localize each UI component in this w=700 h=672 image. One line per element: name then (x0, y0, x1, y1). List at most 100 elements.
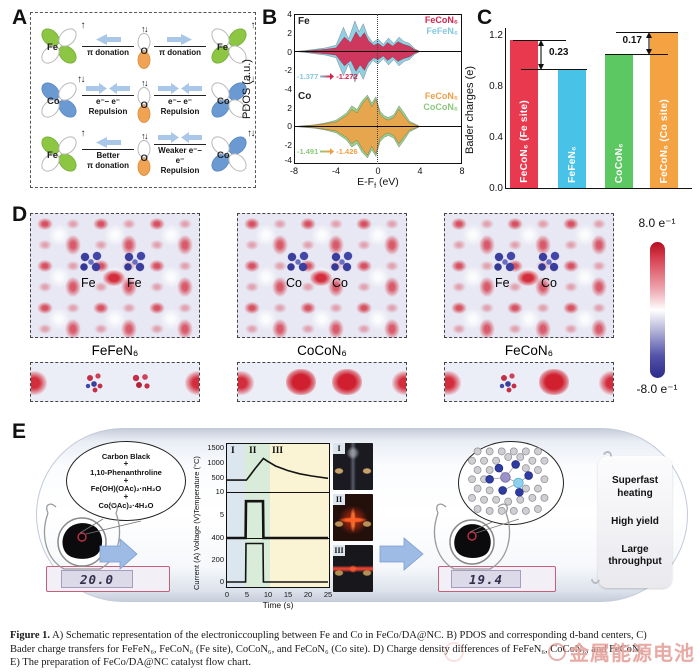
caption-line-3: E) The preparation of FeCo/DA@NC catalys… (10, 657, 251, 668)
tick-label: 0 (287, 47, 292, 57)
tick-label: 1000 (207, 458, 224, 467)
tick-label: 0.4 (489, 132, 503, 143)
orbital-co-right: Co ↑↓ (206, 74, 256, 122)
colorbar-max-label: 8.0 e⁻¹ (638, 216, 676, 230)
stage-label: II (249, 446, 257, 456)
oxygen-orbital: ↑↓ O (134, 78, 154, 123)
gradient-arrow-icon (320, 148, 335, 155)
interaction-label: e⁻– e⁻ (95, 97, 120, 107)
coupling-row-1: Fe ↑ π donation ↑↓ O π donation (36, 20, 255, 69)
interaction-label: Better (96, 151, 120, 161)
arrows-facing-icon (86, 83, 130, 95)
interaction-right: e⁻– e⁻ Repulsion (154, 83, 206, 116)
side-view-strip (444, 362, 614, 402)
pdos-curves (294, 20, 462, 159)
charge-density-map-fecon6: Fe Co (444, 213, 614, 338)
tick-label: 1500 (207, 443, 224, 452)
dband-shift-fe: -1.377 -1.272 (297, 72, 358, 81)
edge-blob (31, 371, 47, 395)
panel-b-label: B (262, 6, 278, 29)
scale-display: 19.4 (451, 570, 521, 588)
bader-bar: CoCoN₆ (605, 54, 633, 188)
heating-x-axis-label: Time (s) (262, 600, 294, 610)
tick-label: 4 (417, 166, 423, 176)
bader-bar: FeCoN₆ (Co site) (650, 32, 678, 188)
edge-blob (392, 371, 406, 395)
pdos-plot-frame (294, 14, 462, 164)
spin-state: ↑↓ (247, 127, 256, 139)
bar-label: FeCoN₆ (Fe site) (518, 100, 530, 183)
tick-label: 25 (323, 590, 333, 599)
tick-label: 5 (244, 590, 250, 599)
legend-cocon6: CoCoN₆ (423, 102, 458, 112)
d-orbital-icon: Fe (41, 28, 77, 64)
spin-state: ↑ (250, 20, 256, 32)
benefit-item: Superfast heating (611, 475, 659, 499)
atom-label: Co (286, 276, 302, 290)
center-cluster (286, 369, 316, 395)
panel-a-label: A (12, 6, 28, 29)
charge-depletion-cluster (535, 250, 565, 276)
bar-label: CoCoN₆ (613, 142, 625, 183)
arrows-facing-icon (158, 83, 202, 95)
bader-y-axis-label: Bader charges (e) (464, 65, 476, 155)
diff-line (521, 69, 587, 70)
center-cluster (495, 370, 523, 394)
co-atom (513, 477, 524, 489)
nitrogen-atoms (485, 460, 533, 497)
charge-density-map-cocon6: Co Co (237, 213, 407, 338)
svg-text:O: O (141, 100, 148, 111)
watermark-text: 金属能源电池 (569, 643, 695, 665)
diff-line (513, 40, 566, 41)
map-title: FeFeN₆ (91, 342, 139, 358)
orbital-co-right: Co ↑↓ (206, 128, 256, 176)
svg-text:Co: Co (47, 96, 60, 107)
tick-label: -4 (284, 84, 292, 94)
tick-label: -4 (284, 155, 292, 165)
side-view-strip (237, 362, 407, 402)
tick-label: 20 (303, 590, 313, 599)
tick-label: 2 (287, 28, 292, 38)
tick-label: 200 (211, 555, 224, 564)
interaction-left: e⁻– e⁻ Repulsion (82, 83, 134, 116)
legend-fecon6: FeCoN₆ (424, 15, 458, 25)
watermark-logo-icon (548, 642, 566, 661)
legend-fefen6: FeFeN₆ (426, 26, 458, 36)
map-title: FeCoN₆ (504, 342, 554, 358)
interaction-right: π donation (154, 34, 206, 58)
bader-y-axis (505, 28, 506, 188)
tick-label: 0 (375, 166, 381, 176)
panel-d-label: D (12, 203, 28, 226)
tick-label: 0 (224, 590, 230, 599)
tick-label: -2 (284, 140, 292, 150)
tick-label: 4 (287, 9, 292, 19)
charge-accumulation-blob (310, 270, 332, 286)
fe-site-title: Fe (298, 16, 310, 27)
d-orbital-icon: Co (41, 82, 77, 118)
caption-line-2: Bader charge transfers for FeFeN₆, FeCoN… (10, 643, 646, 655)
p-orbital-icon: O (137, 86, 151, 123)
svg-text:Co: Co (217, 96, 230, 107)
tick-label: 0.0 (489, 183, 503, 194)
diff-value-2: 0.17 (622, 35, 642, 46)
tick-label: 0 (287, 121, 292, 131)
colorbar (650, 242, 665, 378)
watermark-ring (444, 642, 464, 662)
coupling-row-3: Fe ↑ Better π donation ↑↓ O (36, 127, 256, 177)
interaction-left: Better π donation (82, 137, 134, 170)
interaction-label: e⁻– e⁻ (167, 97, 192, 107)
interaction-label: π donation (158, 48, 202, 58)
photo-label: III (333, 545, 345, 556)
fe-atom (500, 472, 511, 483)
tick-label: 10 (215, 487, 224, 496)
center-cluster (539, 369, 569, 395)
bader-bar: FeCoN₆ (Fe site) (510, 40, 538, 188)
tick-label: 2 (287, 103, 292, 113)
spin-state: ↑ (80, 127, 86, 139)
zero-line-fe (294, 51, 462, 52)
coupling-row-2: Co ↑↓ e⁻– e⁻ Repulsion ↑↓ O (36, 74, 256, 123)
diff-value-1: 0.23 (549, 47, 569, 58)
legend-fecon6-co: FeCoN₆ (424, 91, 458, 101)
oxygen-orbital: ↑↓ O (134, 131, 154, 177)
atom-label: Fe (127, 276, 142, 290)
